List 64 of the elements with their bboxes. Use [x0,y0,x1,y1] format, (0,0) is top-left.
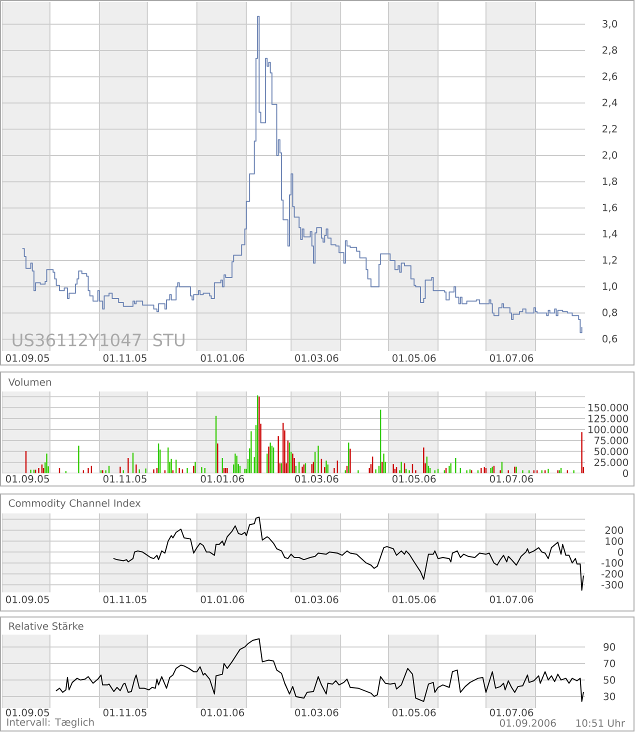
y-tick-label: 2,6 [602,72,618,82]
line-series [113,516,584,591]
y-tick-label: 50 [604,676,616,684]
x-tick-label: 01.01.06 [200,596,244,604]
x-tick-label: 01.11.05 [103,354,146,362]
text: 01.09.2006 [500,719,556,727]
x-tick-label: 01.07.06 [490,708,534,716]
x-tick-label: 01.11.05 [103,596,146,604]
x-tick-label: 01.01.06 [200,354,244,362]
y-tick-label: 150.000 [588,404,628,412]
annotation: STU [153,334,184,346]
x-tick-label: 01.05.06 [392,475,436,483]
y-tick-label: 100.000 [588,426,628,434]
y-tick-label: 1,2 [602,256,617,265]
x-tick-label: 01.11.05 [103,708,146,716]
x-tick-label: 01.07.06 [490,596,534,604]
text: 10:51 Uhr [576,719,626,727]
x-tick-label: 01.05.06 [392,708,436,716]
chart-title: Commodity Channel Index [8,499,141,509]
y-tick-label: 2,8 [602,46,618,55]
x-tick-label: 01.07.06 [490,475,534,483]
x-tick-label: 01.03.06 [295,596,338,604]
x-tick-label: 01.01.06 [200,708,244,716]
y-tick-label: 70 [604,660,616,668]
x-tick-label: 01.09.05 [6,708,49,716]
y-tick-label: 0,6 [602,334,618,344]
y-tick-label: 0 [623,470,628,478]
y-tick-label: 0 [618,548,624,556]
x-tick-label: 01.01.06 [200,475,244,483]
x-tick-label: 01.03.06 [295,475,338,483]
y-tick-label: 1,4 [602,230,618,238]
x-tick-label: 01.09.05 [6,596,49,604]
x-tick-label: 01.11.05 [103,475,146,483]
y-tick-label: 90 [604,643,616,651]
y-tick-label: 2,4 [602,98,618,108]
y-tick-label: 125.000 [588,414,628,422]
y-tick-label: -100 [602,559,624,567]
text: Intervall: Tæglich [7,718,94,728]
x-tick-label: 01.05.06 [392,354,436,362]
y-tick-label: 30 [604,692,616,700]
x-tick-label: 01.07.06 [490,354,534,362]
x-tick-label: 01.05.06 [392,596,436,604]
y-tick-label: 2,2 [602,124,617,134]
x-tick-label: 01.09.05 [6,354,49,362]
y-tick-label: 1,0 [602,282,618,292]
y-tick-label: 75.000 [594,436,628,444]
y-tick-label: 100 [606,537,624,545]
chart-title: Relative Stärke [9,622,84,630]
x-tick-label: 01.09.05 [6,475,49,483]
y-tick-label: -300 [602,580,624,589]
y-tick-label: 2,0 [602,151,618,160]
annotation: US36112Y1047 [12,334,141,346]
x-tick-label: 01.03.06 [295,708,338,716]
chart-title: Volumen [8,378,51,386]
y-tick-label: 1,8 [602,177,618,186]
x-tick-label: 01.03.06 [295,354,338,362]
y-tick-label: 25.000 [594,458,628,466]
y-tick-label: 1,6 [602,204,618,212]
y-tick-label: 3,0 [602,20,618,29]
y-tick-label: 50.000 [594,448,628,456]
y-tick-label: 0,8 [602,308,618,318]
line-series [56,638,584,702]
y-tick-label: 200 [605,526,624,534]
y-tick-label: -200 [602,570,624,578]
